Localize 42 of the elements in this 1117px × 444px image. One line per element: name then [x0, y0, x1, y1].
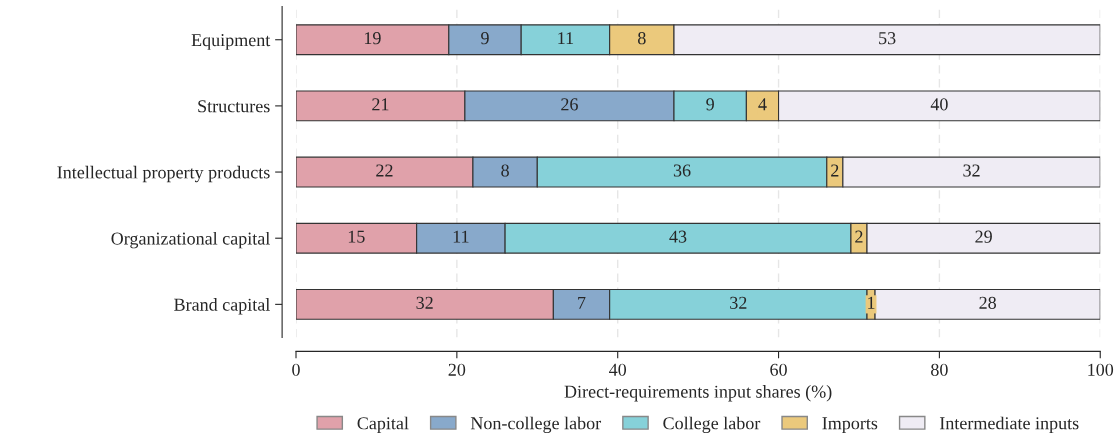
data-label: 28 [979, 296, 996, 309]
x-tick-label: 100 [1088, 363, 1114, 376]
data-label: 36 [673, 164, 691, 177]
legend-label: Intermediate inputs [939, 416, 1079, 434]
data-label: 22 [376, 164, 393, 177]
y-tick-label: Equipment [191, 34, 271, 50]
data-label: 53 [879, 32, 896, 45]
x-tick-label: 60 [770, 363, 787, 376]
y-tick-label: Structures [198, 100, 270, 113]
y-tick-label: Brand capital [174, 298, 270, 315]
y-tick-label: Intellectual property products [57, 165, 270, 183]
data-label: 1 [868, 296, 875, 309]
data-label: 8 [501, 164, 509, 177]
data-label: 7 [578, 296, 586, 309]
data-label: 4 [758, 98, 767, 111]
x-axis-title: Direct-requirements input shares (%) [564, 385, 832, 402]
data-label: 32 [730, 296, 747, 309]
data-label: 40 [930, 98, 948, 111]
data-label: 8 [638, 32, 646, 45]
legend-label: Imports [822, 417, 878, 434]
data-label: 9 [481, 32, 489, 45]
data-label: 11 [558, 32, 574, 45]
data-label: 2 [831, 164, 839, 177]
x-tick-label: 40 [609, 363, 627, 376]
data-label: 32 [963, 164, 980, 177]
data-label: 29 [975, 230, 992, 243]
data-label: 2 [855, 230, 863, 243]
data-label: 21 [372, 98, 389, 111]
data-label: 19 [364, 32, 381, 45]
data-label: 11 [453, 230, 469, 243]
x-tick-label: 20 [448, 363, 466, 376]
x-tick-label: 0 [292, 363, 300, 376]
data-label: 9 [706, 98, 714, 111]
data-label: 32 [416, 296, 433, 309]
legend-label: Capital [357, 416, 409, 434]
data-label: 26 [561, 98, 578, 111]
legend-label: Non-college labor [470, 416, 602, 434]
legend-label: College labor [663, 416, 761, 434]
y-tick-label: Organizational capital [111, 231, 270, 249]
x-tick-label: 80 [931, 363, 948, 376]
data-label: 43 [669, 230, 687, 243]
data-label: 15 [348, 230, 365, 243]
